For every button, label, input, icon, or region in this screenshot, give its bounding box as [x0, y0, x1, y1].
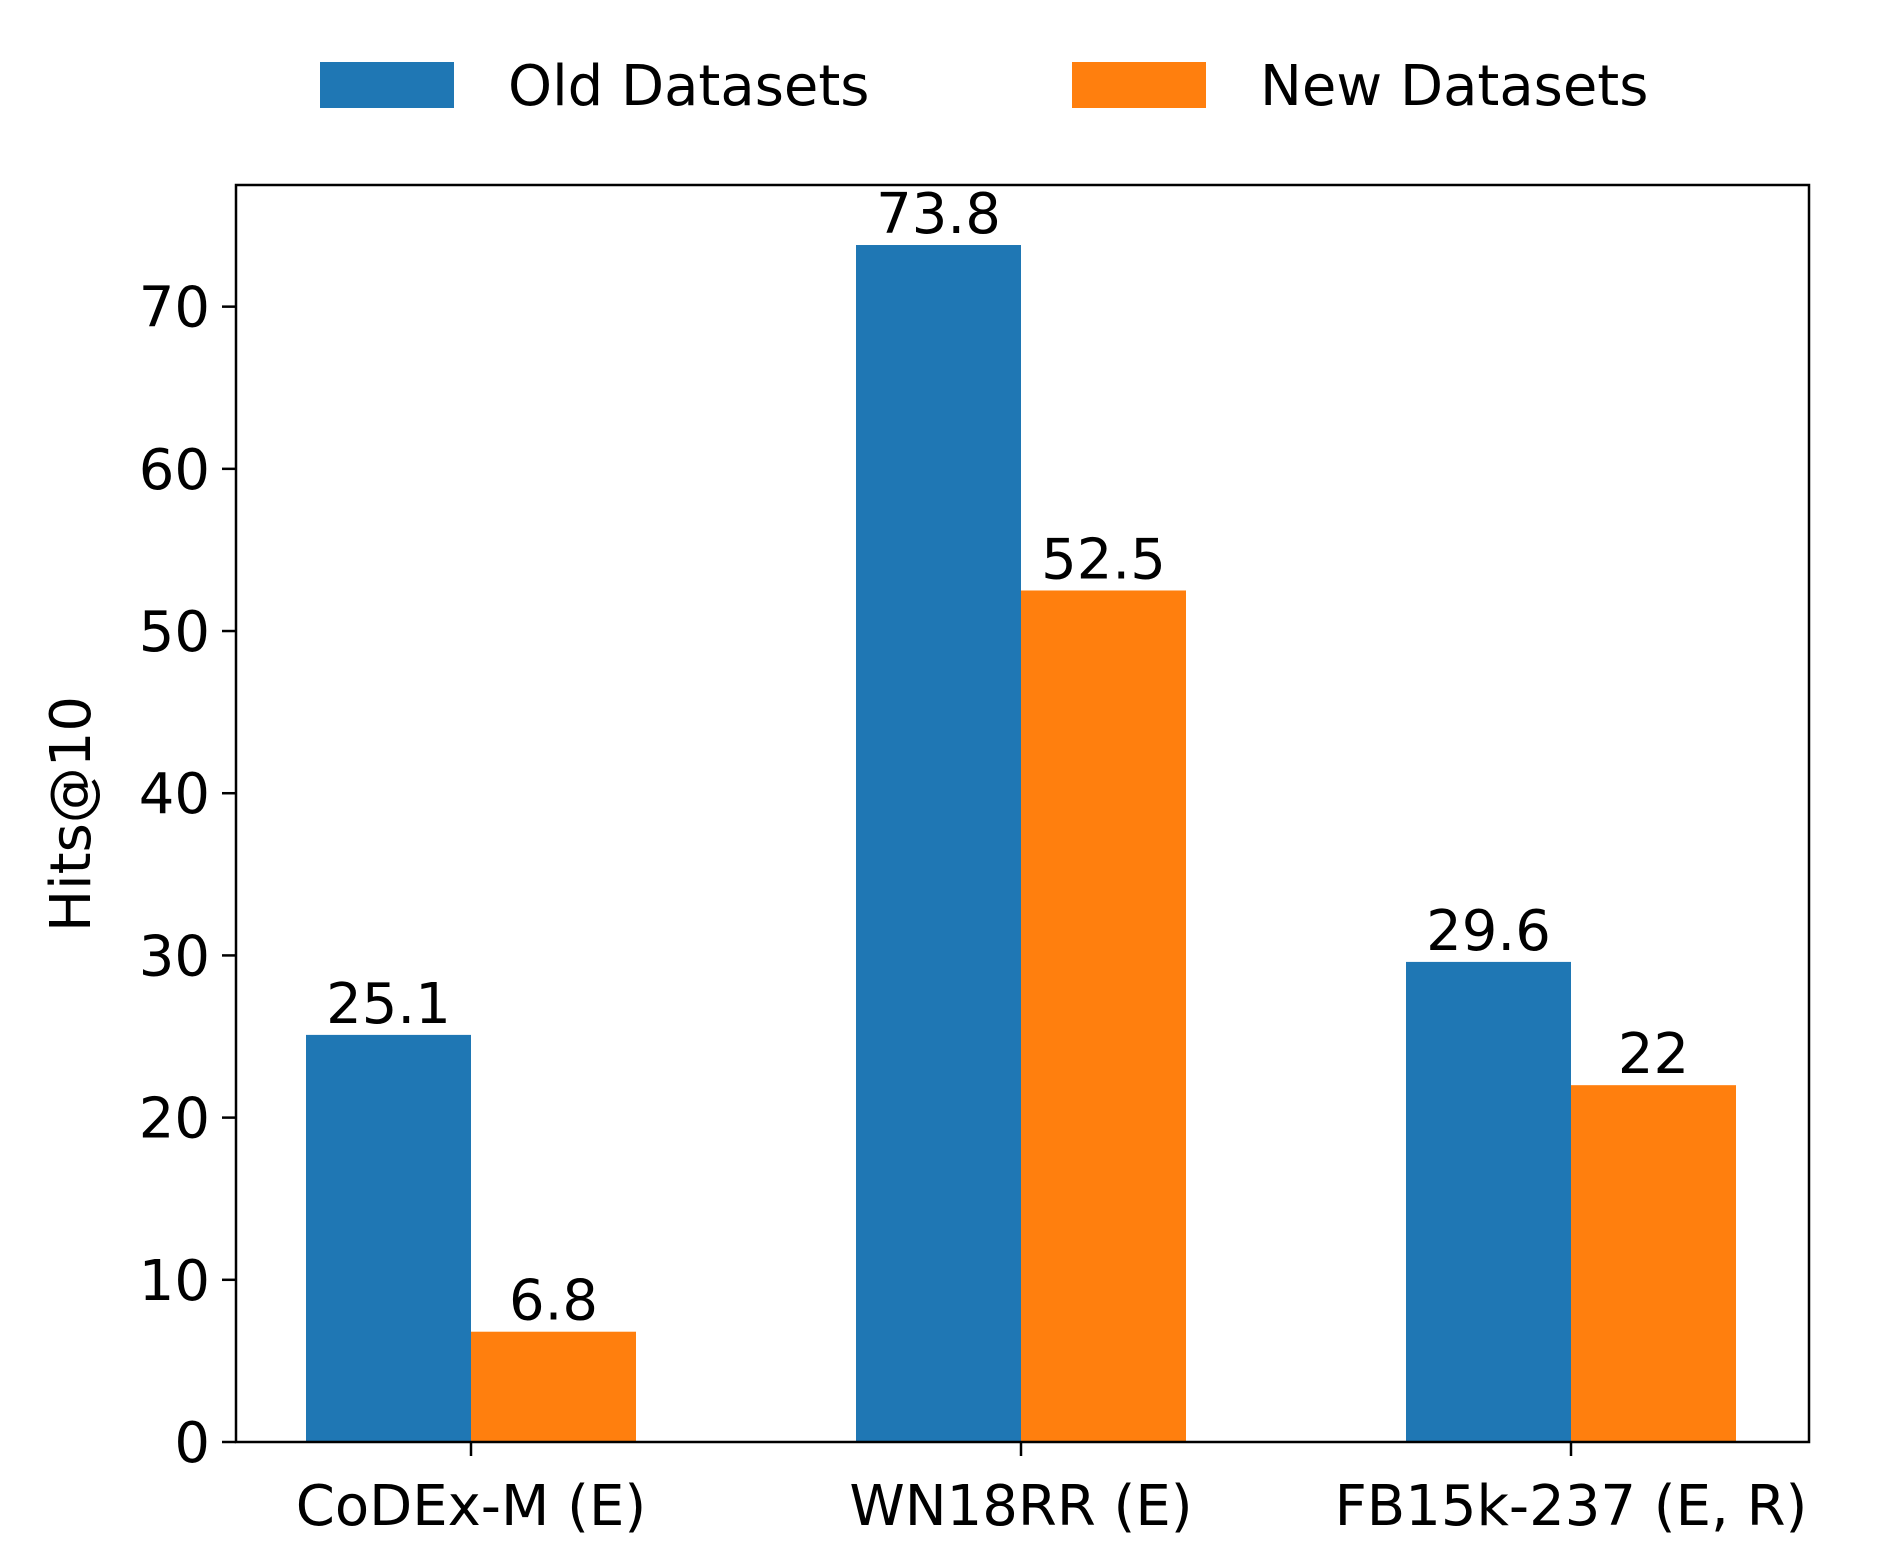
value-labels-group: 25.1 73.8 29.6 6.8 52.5 22 — [326, 182, 1689, 1334]
bar-new-1 — [1021, 590, 1186, 1442]
y-tick-label-6: 60 — [139, 438, 210, 503]
legend: Old Datasets New Datasets — [320, 54, 1648, 119]
bar-old-1 — [856, 245, 1021, 1443]
legend-label-old: Old Datasets — [508, 54, 869, 119]
bar-new-2 — [1571, 1085, 1736, 1442]
y-tick-label-3: 30 — [139, 924, 210, 989]
data-label-old-0: 25.1 — [326, 972, 451, 1037]
bar-old-2 — [1406, 961, 1571, 1442]
bars-group — [306, 245, 1736, 1443]
y-axis-label: Hits@10 — [39, 696, 104, 932]
legend-swatch-new — [1072, 62, 1206, 108]
data-label-old-1: 73.8 — [876, 182, 1001, 247]
y-axis: 0 10 20 30 40 50 60 70 — [139, 276, 236, 1476]
y-tick-label-1: 10 — [139, 1249, 210, 1314]
legend-label-new: New Datasets — [1260, 54, 1648, 119]
plot-frame — [234, 183, 1811, 1444]
bar-new-0 — [471, 1331, 636, 1442]
bar-old-0 — [306, 1034, 471, 1442]
data-label-new-1: 52.5 — [1041, 527, 1166, 592]
data-label-new-2: 22 — [1618, 1022, 1689, 1087]
x-axis: CoDEx-M (E) WN18RR (E) FB15k-237 (E, R) — [296, 1442, 1808, 1539]
y-tick-label-5: 50 — [139, 600, 210, 665]
x-tick-label-0: CoDEx-M (E) — [296, 1474, 646, 1539]
data-label-old-2: 29.6 — [1426, 899, 1551, 964]
y-tick-label-7: 70 — [139, 276, 210, 341]
y-tick-label-2: 20 — [139, 1087, 210, 1152]
legend-swatch-old — [320, 62, 454, 108]
x-tick-label-2: FB15k-237 (E, R) — [1335, 1474, 1808, 1539]
y-tick-label-4: 40 — [139, 762, 210, 827]
y-tick-label-0: 0 — [174, 1411, 210, 1476]
data-label-new-0: 6.8 — [509, 1269, 598, 1334]
x-tick-label-1: WN18RR (E) — [849, 1474, 1192, 1539]
